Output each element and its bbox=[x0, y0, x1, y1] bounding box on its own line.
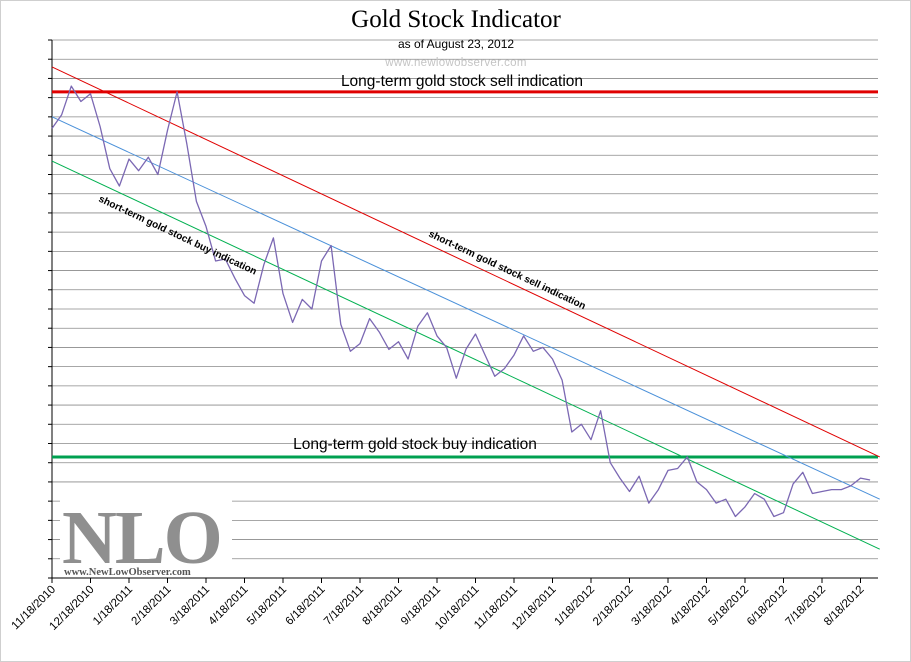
x-tick-label: 5/18/2011 bbox=[245, 584, 289, 628]
short-term-buy-line bbox=[51, 160, 880, 550]
source-watermark: www.newlowobserver.com bbox=[384, 57, 526, 69]
x-tick-label: 8/18/2012 bbox=[822, 584, 867, 629]
reference-line-labels: Long-term gold stock sell indication Long… bbox=[97, 73, 588, 453]
x-tick-label: 7/18/2011 bbox=[322, 584, 366, 628]
x-tick-label: 4/18/2011 bbox=[207, 584, 251, 628]
y-axis-ticks bbox=[48, 39, 52, 579]
x-tick-label: 6/18/2012 bbox=[745, 584, 790, 629]
x-tick-label: 6/18/2011 bbox=[284, 584, 328, 628]
logo-text: NLO bbox=[62, 496, 221, 580]
long-term-buy-label: Long-term gold stock buy indication bbox=[293, 436, 537, 453]
grid-lines bbox=[52, 39, 878, 560]
chart-title: Gold Stock Indicator bbox=[351, 6, 561, 33]
reference-lines bbox=[51, 66, 880, 550]
x-tick-label: 3/18/2011 bbox=[168, 584, 212, 628]
x-tick-label: 2/18/2011 bbox=[130, 584, 174, 628]
x-tick-label: 7/18/2012 bbox=[783, 584, 828, 629]
mid-trend-line bbox=[51, 116, 880, 500]
x-tick-label: 1/18/2011 bbox=[91, 584, 135, 628]
x-tick-label: 2/18/2012 bbox=[591, 584, 636, 629]
x-axis-tick-labels: 11/18/201012/18/20101/18/20112/18/20113/… bbox=[10, 584, 867, 633]
x-axis-ticks bbox=[51, 578, 861, 583]
x-tick-label: 4/18/2012 bbox=[668, 584, 713, 629]
nlo-logo: NLO www.NewLowObserver.com bbox=[60, 495, 232, 580]
x-tick-label: 1/18/2012 bbox=[552, 584, 597, 629]
logo-url: www.NewLowObserver.com bbox=[64, 567, 191, 578]
x-tick-label: 8/18/2011 bbox=[361, 584, 405, 628]
series-line bbox=[51, 85, 871, 518]
data-series bbox=[51, 85, 871, 518]
short-term-buy-label: short-term gold stock buy indication bbox=[97, 194, 259, 278]
x-tick-label: 5/18/2012 bbox=[706, 584, 751, 629]
chart-subtitle: as of August 23, 2012 bbox=[398, 37, 514, 51]
x-tick-label: 3/18/2012 bbox=[629, 584, 674, 629]
short-term-sell-line bbox=[51, 66, 880, 458]
long-term-sell-label: Long-term gold stock sell indication bbox=[341, 73, 583, 90]
